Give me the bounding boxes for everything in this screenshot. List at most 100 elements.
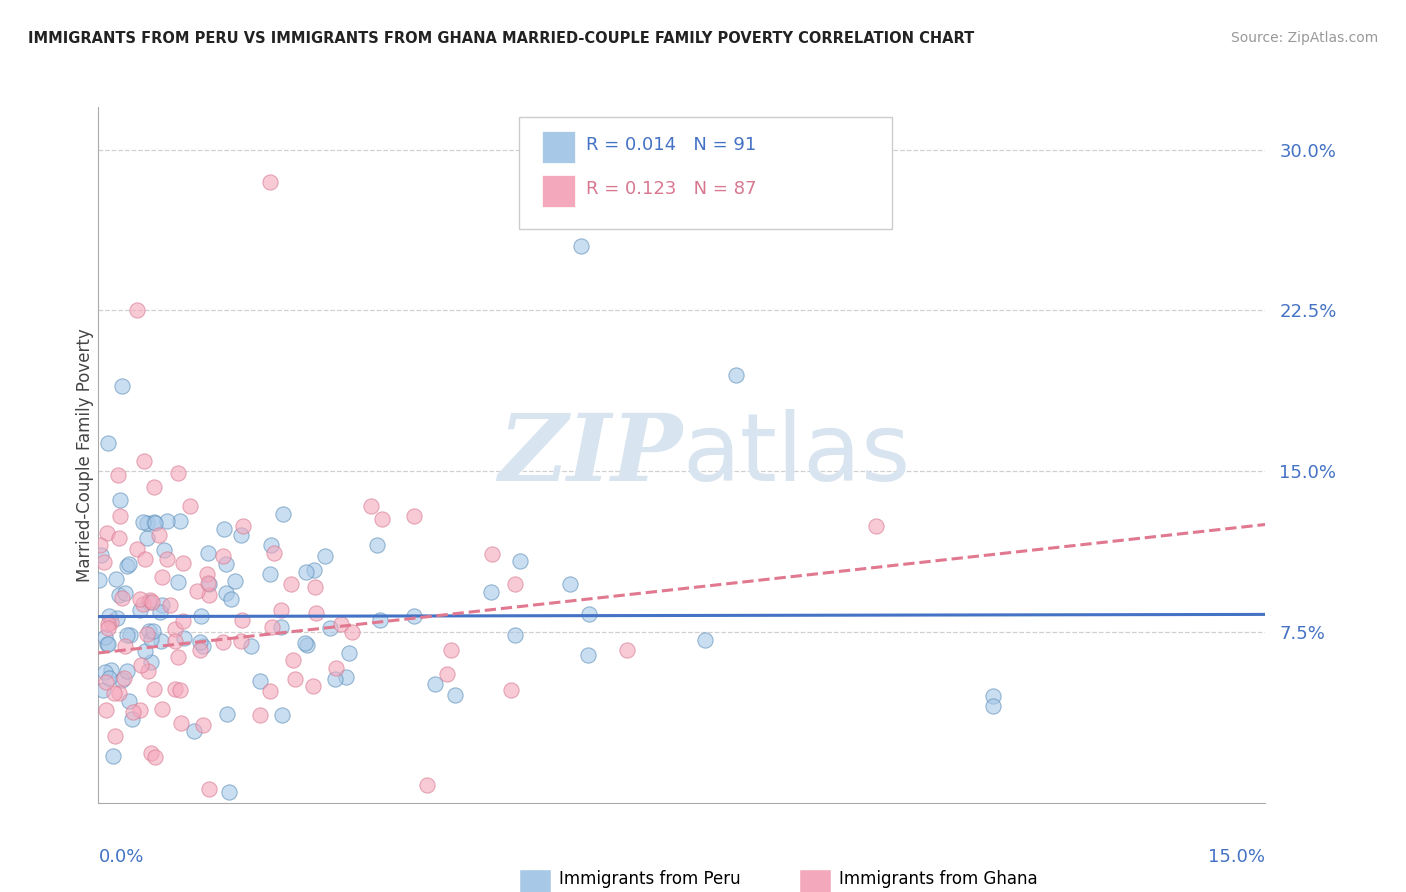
Point <box>143 516 166 531</box>
Text: atlas: atlas <box>682 409 910 501</box>
Point <box>165 623 187 637</box>
FancyBboxPatch shape <box>799 869 831 892</box>
Text: IMMIGRANTS FROM PERU VS IMMIGRANTS FROM GHANA MARRIED-COUPLE FAMILY POVERTY CORR: IMMIGRANTS FROM PERU VS IMMIGRANTS FROM … <box>28 31 974 46</box>
Point <box>139 746 162 760</box>
Point <box>152 702 174 716</box>
Point <box>110 591 132 605</box>
Point <box>107 531 129 545</box>
Point <box>260 620 283 634</box>
Point <box>301 679 323 693</box>
Point <box>569 239 592 253</box>
Point <box>280 576 302 591</box>
Point <box>304 580 326 594</box>
Point <box>314 549 336 564</box>
Point <box>139 593 162 607</box>
Point <box>360 499 382 513</box>
Point <box>368 613 391 627</box>
Y-axis label: Married-Couple Family Poverty: Married-Couple Family Poverty <box>76 328 94 582</box>
Point <box>402 509 425 524</box>
Point <box>183 724 205 739</box>
Point <box>211 549 233 563</box>
Point <box>259 566 281 581</box>
Point <box>148 528 170 542</box>
Text: Immigrants from Peru: Immigrants from Peru <box>560 871 741 888</box>
Text: 0.0%: 0.0% <box>98 848 143 866</box>
Text: Source: ZipAtlas.com: Source: ZipAtlas.com <box>1230 31 1378 45</box>
Point <box>270 708 292 723</box>
Point <box>198 781 221 796</box>
Point <box>172 557 194 571</box>
Point <box>132 454 155 468</box>
Point <box>218 785 240 799</box>
Point <box>173 631 195 645</box>
Point <box>259 683 281 698</box>
Point <box>416 778 439 792</box>
Point <box>215 586 238 600</box>
Point <box>560 577 582 591</box>
Point <box>503 577 526 591</box>
Point <box>270 620 292 634</box>
Point <box>188 635 211 649</box>
Point <box>215 557 238 571</box>
Point <box>479 585 502 599</box>
Point <box>105 611 128 625</box>
Point <box>97 436 120 450</box>
Point <box>270 602 292 616</box>
Text: 15.0%: 15.0% <box>1208 848 1265 866</box>
Point <box>142 682 165 697</box>
Point <box>297 638 319 652</box>
Point <box>402 609 425 624</box>
Point <box>150 598 173 612</box>
Point <box>323 672 346 686</box>
Point <box>111 379 134 393</box>
FancyBboxPatch shape <box>541 175 575 207</box>
Point <box>93 555 115 569</box>
Point <box>129 603 152 617</box>
Point <box>150 570 173 584</box>
Point <box>284 673 307 687</box>
FancyBboxPatch shape <box>519 869 551 892</box>
Point <box>121 712 143 726</box>
Point <box>170 715 193 730</box>
Point <box>169 514 191 528</box>
Point <box>198 588 221 602</box>
Point <box>138 624 160 639</box>
Point <box>165 681 187 696</box>
Point <box>197 566 219 581</box>
Point <box>166 467 188 481</box>
Point <box>294 636 316 650</box>
Point <box>239 639 262 653</box>
Point <box>271 507 294 521</box>
Point <box>191 639 214 653</box>
Point <box>283 653 305 667</box>
Text: Immigrants from Ghana: Immigrants from Ghana <box>839 871 1038 888</box>
Point <box>191 718 214 732</box>
Point <box>198 577 221 591</box>
Point <box>108 493 131 508</box>
Point <box>132 515 155 529</box>
Point <box>865 519 887 533</box>
Point <box>110 508 132 523</box>
Point <box>578 607 600 621</box>
Point <box>127 303 149 318</box>
Point <box>115 559 138 574</box>
Point <box>149 605 172 619</box>
Point <box>340 625 363 640</box>
Point <box>115 664 138 678</box>
Point <box>89 574 111 588</box>
Point <box>118 694 141 708</box>
Point <box>232 518 254 533</box>
Point <box>260 538 283 552</box>
Point <box>156 551 179 566</box>
Point <box>444 688 467 702</box>
Point <box>212 522 235 536</box>
Point <box>249 674 271 689</box>
Point <box>94 675 117 690</box>
Point <box>122 705 145 719</box>
Point <box>108 686 131 700</box>
Point <box>101 748 124 763</box>
Point <box>100 615 122 629</box>
Point <box>188 643 211 657</box>
Point <box>112 671 135 685</box>
Point <box>142 479 165 493</box>
